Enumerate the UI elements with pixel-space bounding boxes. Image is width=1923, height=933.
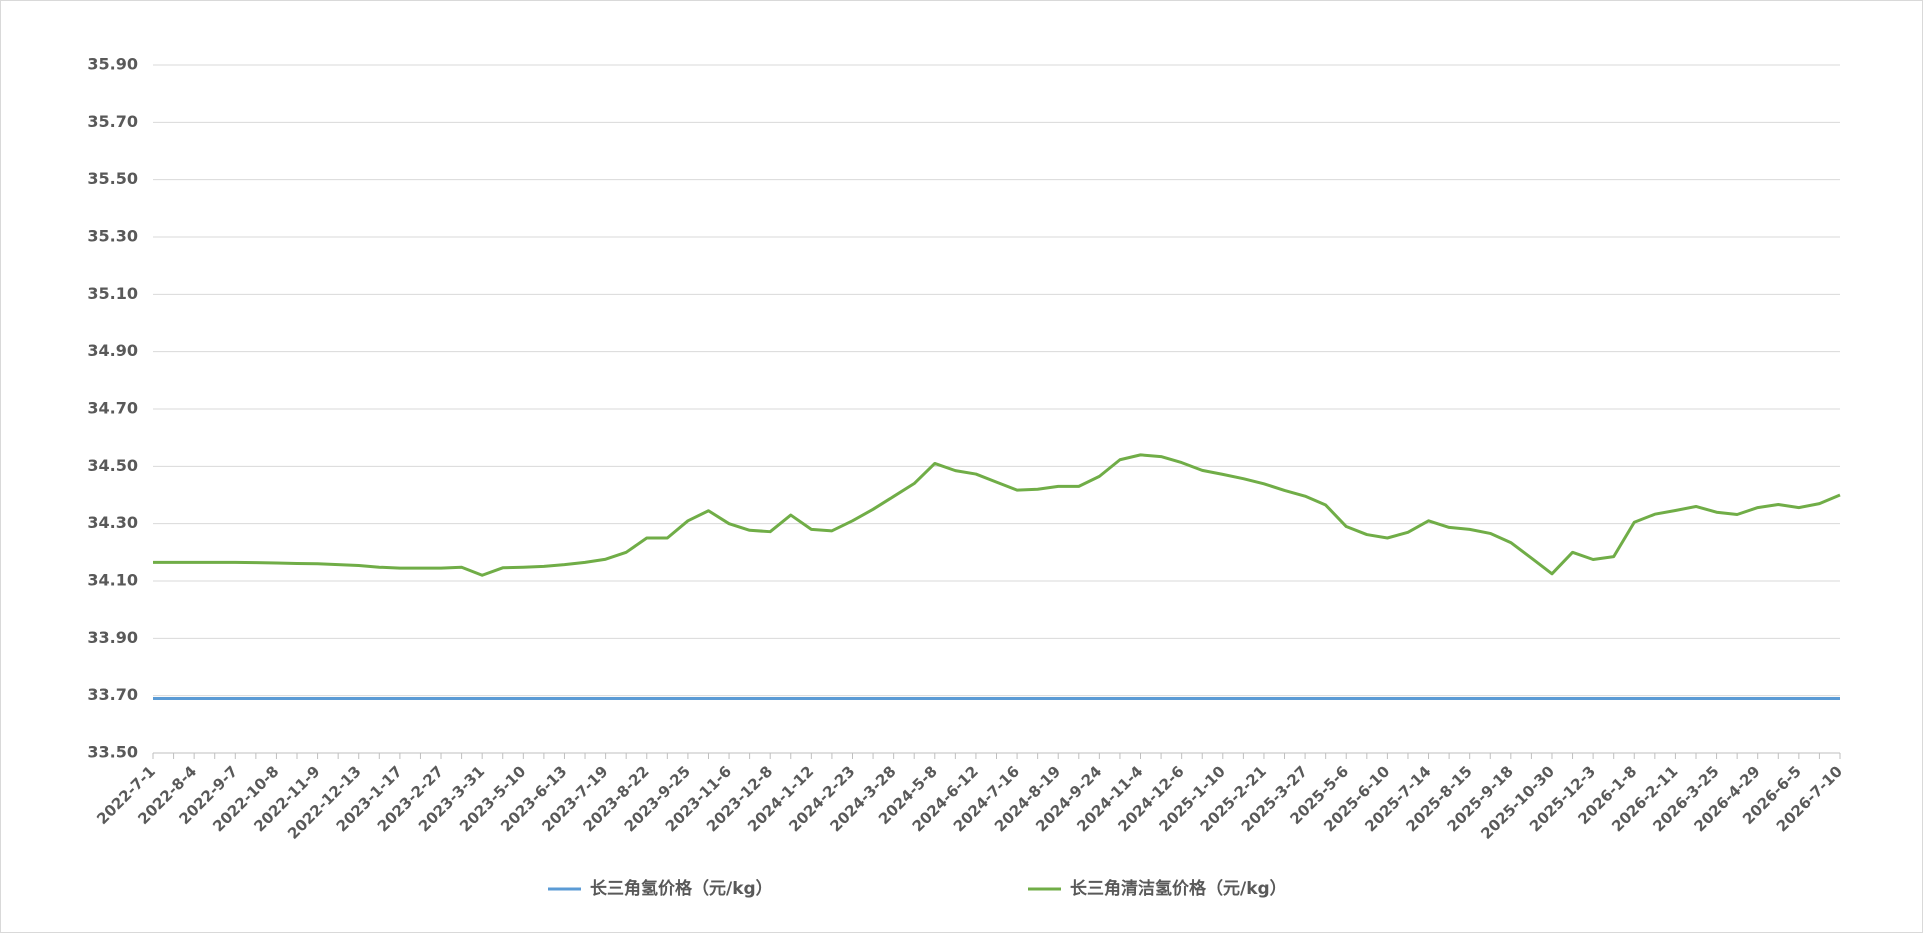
- y-tick-label: 34.50: [87, 456, 138, 475]
- y-tick-label: 33.70: [87, 685, 138, 704]
- y-tick-label: 34.70: [87, 399, 138, 418]
- legend-label: 长三角清洁氢价格（元/kg）: [1070, 878, 1287, 899]
- y-tick-label: 35.30: [87, 227, 138, 246]
- y-tick-label: 34.10: [87, 571, 138, 590]
- series-line: [153, 453, 1841, 577]
- y-tick-label: 35.70: [87, 112, 138, 131]
- y-tick-label: 35.50: [87, 169, 138, 188]
- y-tick-label: 34.30: [87, 513, 138, 532]
- y-tick-label: 34.90: [87, 341, 138, 360]
- y-tick-label: 33.50: [87, 743, 138, 762]
- legend-label: 长三角氢价格（元/kg）: [590, 878, 773, 899]
- y-tick-label: 35.10: [87, 284, 138, 303]
- y-tick-label: 33.90: [87, 628, 138, 647]
- y-tick-label: 35.90: [87, 55, 138, 74]
